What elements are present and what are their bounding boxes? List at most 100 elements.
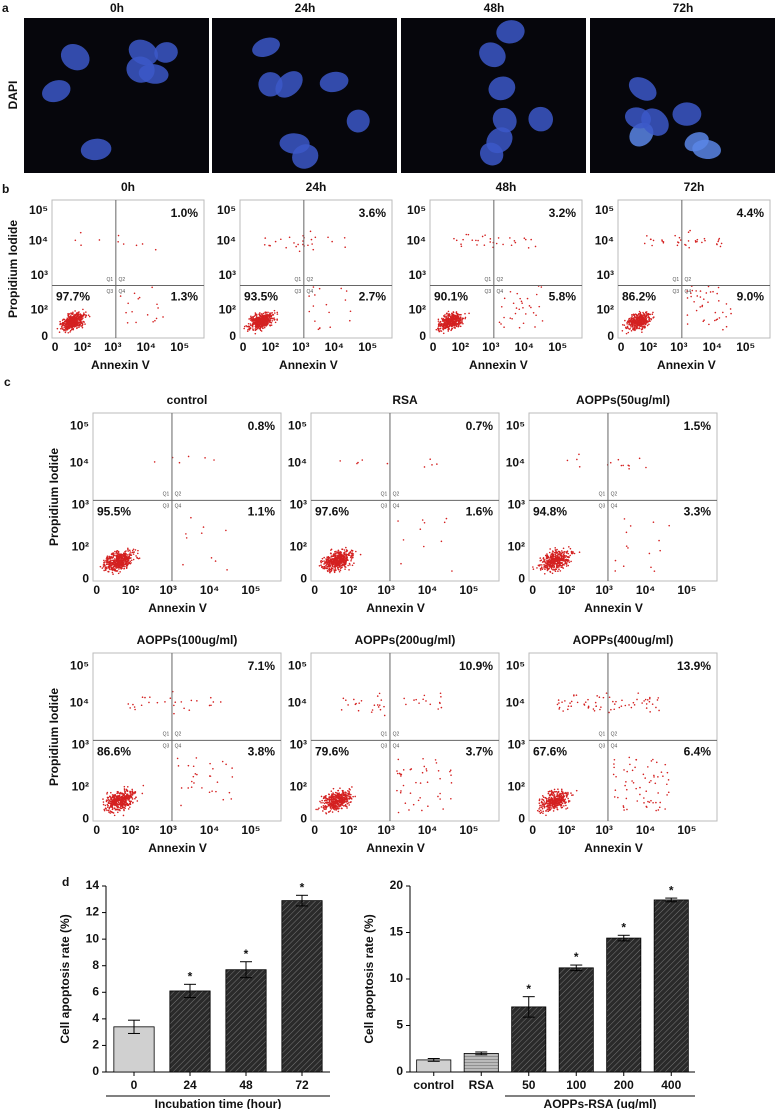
event-dot [500, 323, 502, 325]
event-dot [686, 297, 689, 299]
event-dot [254, 332, 257, 335]
quadrant-label: Q1 [599, 492, 606, 498]
event-dot [641, 319, 644, 321]
quadrant-label: Q1 [163, 732, 170, 738]
event-dot [329, 326, 332, 328]
event-dot [453, 323, 456, 326]
event-dot [187, 764, 190, 767]
event-dot [550, 565, 553, 568]
event-dot [558, 564, 560, 567]
event-dot [457, 315, 460, 318]
event-dot [489, 241, 492, 243]
y-tick-label: 10³ [290, 738, 307, 752]
event-dot [104, 804, 107, 807]
event-dot [84, 323, 86, 325]
event-dot [134, 549, 137, 551]
event-dot [638, 325, 641, 327]
event-dot [320, 795, 323, 798]
event-dot [336, 555, 339, 557]
event-dot [251, 323, 254, 326]
event-dot [444, 315, 446, 318]
event-dot [563, 552, 565, 554]
event-dot [248, 318, 250, 320]
event-dot [77, 313, 79, 316]
event-dot [555, 566, 558, 569]
event-dot [69, 320, 71, 322]
event-dot [124, 560, 127, 563]
event-dot [542, 557, 545, 559]
event-dot [696, 238, 699, 241]
event-dot [350, 559, 352, 562]
event-dot [337, 803, 339, 806]
x-tick-label: 10⁴ [515, 340, 534, 354]
event-dot [310, 238, 313, 241]
event-dot [354, 795, 357, 798]
event-dot [116, 792, 118, 795]
event-dot [694, 240, 697, 242]
event-dot [70, 315, 72, 317]
event-dot [330, 790, 333, 792]
micrograph [401, 18, 586, 173]
nucleus [496, 20, 525, 44]
x-tick-label: 10⁵ [677, 583, 696, 597]
event-dot [132, 558, 135, 561]
event-dot [437, 327, 439, 330]
event-dot [117, 234, 120, 237]
event-dot [338, 561, 340, 564]
event-dot [438, 330, 441, 333]
x-tick-label: 10⁴ [703, 340, 722, 354]
percent-lower-right: 1.6% [466, 505, 494, 519]
event-dot [341, 563, 344, 566]
x-tick-label: 10⁴ [418, 823, 437, 837]
event-dot [274, 240, 277, 243]
event-dot [317, 328, 320, 331]
event-dot [399, 773, 402, 775]
event-dot [255, 322, 258, 325]
event-dot [465, 233, 468, 236]
event-dot [126, 802, 128, 805]
event-dot [260, 324, 263, 326]
event-dot [545, 556, 548, 558]
event-dot [61, 323, 64, 325]
quadrant-label: Q1 [673, 277, 680, 283]
y-tick-label: 10³ [72, 498, 89, 512]
event-dot [652, 311, 654, 314]
event-dot [121, 805, 124, 808]
event-dot [459, 325, 462, 328]
y-tick-label: 10⁴ [288, 456, 307, 470]
event-dot [342, 697, 345, 700]
y-tick-label: 0 [419, 329, 426, 343]
event-dot [456, 317, 458, 319]
event-dot [65, 319, 68, 321]
event-dot [106, 566, 108, 568]
event-dot [295, 245, 297, 248]
event-dot [250, 324, 252, 327]
event-dot [399, 791, 402, 794]
quadrant-label: Q4 [307, 289, 314, 295]
event-dot [297, 243, 299, 246]
event-dot [352, 795, 354, 798]
event-dot [545, 560, 548, 562]
event-dot [124, 563, 127, 566]
event-dot [642, 773, 645, 776]
x-tick-label: 10² [340, 823, 357, 837]
event-dot [269, 321, 271, 324]
event-dot [192, 765, 195, 768]
event-dot [696, 295, 699, 297]
event-dot [449, 769, 452, 771]
event-dot [131, 788, 134, 791]
event-dot [70, 312, 73, 315]
event-dot [79, 316, 82, 319]
event-dot [437, 770, 440, 772]
event-dot [104, 569, 107, 571]
x-tick-label: 10³ [596, 823, 613, 837]
event-dot [121, 798, 124, 800]
event-dot [629, 525, 632, 527]
percent-lower-left: 79.6% [315, 745, 349, 759]
percent-lower-left: 90.1% [434, 290, 468, 304]
event-dot [315, 808, 317, 811]
event-dot [489, 238, 492, 240]
y-tick-label: 10⁴ [506, 456, 525, 470]
micrograph [212, 18, 397, 173]
event-dot [538, 564, 541, 566]
